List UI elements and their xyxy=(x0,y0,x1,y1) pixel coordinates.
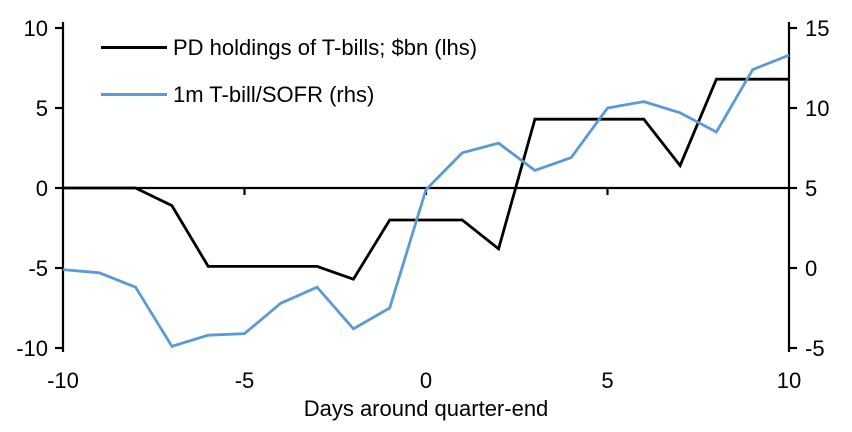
x-axis-tick-label: -10 xyxy=(47,368,79,393)
left-axis-tick-label: -5 xyxy=(28,256,48,281)
x-axis-tick-label: -5 xyxy=(235,368,255,393)
legend: PD holdings of T-bills; $bn (lhs) 1m T-b… xyxy=(101,24,477,118)
x-axis-tick-label: 5 xyxy=(601,368,613,393)
legend-label-tbill-sofr: 1m T-bill/SOFR (rhs) xyxy=(173,81,375,107)
legend-item-pd-holdings: PD holdings of T-bills; $bn (lhs) xyxy=(101,24,477,71)
legend-line-tbill-sofr xyxy=(101,93,167,96)
right-axis-tick-label: 15 xyxy=(805,16,829,41)
left-axis-tick-label: -10 xyxy=(16,336,48,361)
series-line-tbill-sofr xyxy=(62,53,790,349)
x-axis-tick-label: 0 xyxy=(420,368,432,393)
left-axis-tick-label: 10 xyxy=(24,16,48,41)
legend-line-pd-holdings xyxy=(101,46,167,49)
legend-item-tbill-sofr: 1m T-bill/SOFR (rhs) xyxy=(101,71,477,118)
legend-label-pd-holdings: PD holdings of T-bills; $bn (lhs) xyxy=(173,34,478,60)
x-axis-title: Days around quarter-end xyxy=(303,396,549,421)
left-axis-tick-label: 5 xyxy=(36,96,48,121)
right-axis-tick-label: 0 xyxy=(805,256,817,281)
left-axis-tick-label: 0 xyxy=(36,176,48,201)
right-axis-tick-label: 10 xyxy=(805,96,829,121)
right-axis-tick-label: -5 xyxy=(805,336,825,361)
series-line-pd-holdings xyxy=(63,77,789,281)
x-axis-tick-label: 10 xyxy=(777,368,801,393)
right-axis-tick-label: 5 xyxy=(805,176,817,201)
